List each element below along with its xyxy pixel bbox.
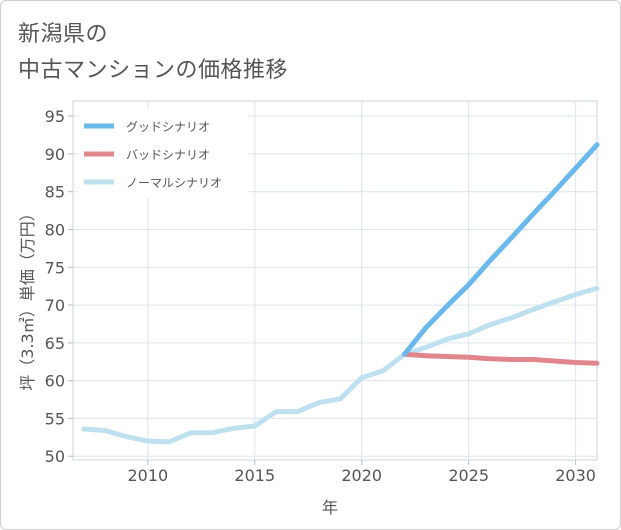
- y-tick-label: 95: [45, 107, 65, 126]
- chart-title-line-2: 中古マンションの価格推移: [18, 58, 289, 83]
- y-axis-label: 坪（3.3㎡）単価（万円）: [18, 205, 37, 390]
- x-tick-label: 2015: [234, 466, 275, 485]
- y-tick-label: 65: [45, 334, 65, 353]
- x-tick-label: 2025: [448, 466, 489, 485]
- y-tick-label: 70: [45, 296, 65, 315]
- y-tick-label: 50: [45, 447, 65, 466]
- legend-label: バッドシナリオ: [126, 148, 210, 162]
- x-tick-label: 2030: [555, 466, 596, 485]
- series-line-2: [81, 285, 600, 445]
- y-tick-label: 60: [45, 372, 65, 391]
- y-tick-label: 85: [45, 183, 65, 202]
- x-tick-label: 2010: [127, 466, 168, 485]
- y-tick-label: 80: [45, 220, 65, 239]
- x-axis-label: 年: [322, 498, 338, 517]
- y-tick-label: 90: [45, 145, 65, 164]
- y-tick-label: 55: [45, 409, 65, 428]
- series-line-1: [402, 351, 600, 366]
- chart-title-line-1: 新潟県の: [18, 22, 109, 47]
- x-tick-label: 2020: [341, 466, 382, 485]
- legend-label: ノーマルシナリオ: [126, 176, 222, 190]
- legend-label: グッドシナリオ: [126, 120, 210, 134]
- series-line-0: [402, 142, 600, 357]
- y-tick-label: 75: [45, 258, 65, 277]
